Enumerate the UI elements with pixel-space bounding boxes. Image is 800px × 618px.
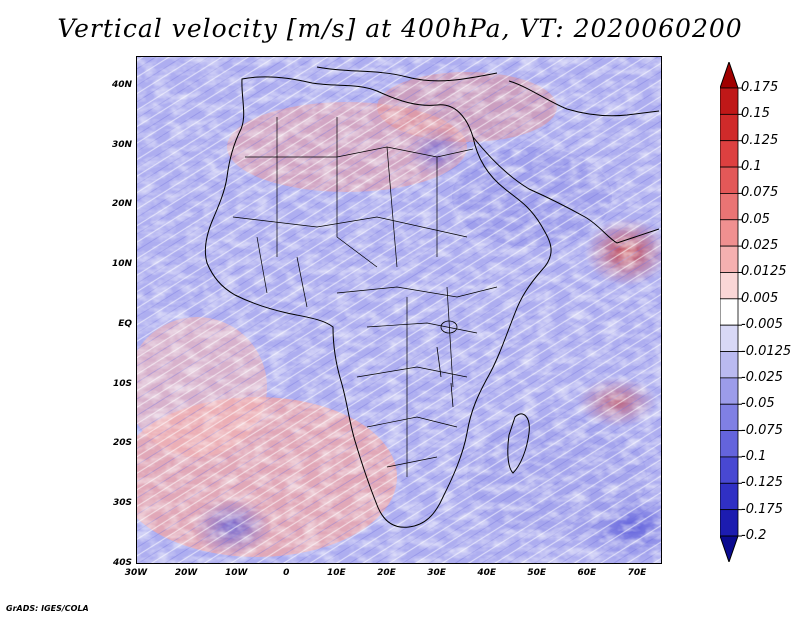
lat-label: 30S bbox=[112, 498, 132, 509]
colorbar-segment bbox=[720, 272, 739, 300]
colorbar-label: 0.005 bbox=[741, 290, 779, 306]
colorbar-label: 0.05 bbox=[741, 211, 770, 227]
lat-label: 40N bbox=[111, 79, 132, 90]
lat-label: 20S bbox=[112, 438, 132, 449]
colorbar-label: 0.075 bbox=[741, 185, 779, 201]
lat-label: 40S bbox=[112, 558, 132, 568]
lat-label: 10S bbox=[112, 378, 132, 389]
colorbar-label: 0.025 bbox=[741, 238, 779, 254]
lat-label: 20N bbox=[111, 199, 132, 210]
lat-label: EQ bbox=[118, 318, 132, 329]
lon-label: 70E bbox=[627, 568, 647, 578]
colorbar-label: -0.005 bbox=[741, 317, 783, 333]
lon-label: 50E bbox=[527, 568, 547, 578]
lake-malawi bbox=[450, 382, 454, 408]
lat-label: 10N bbox=[111, 259, 132, 270]
asia-coastline bbox=[508, 80, 660, 117]
lon-label: 20W bbox=[174, 568, 198, 578]
coastlines bbox=[204, 66, 660, 528]
colorbar bbox=[720, 62, 742, 562]
lon-label: 10E bbox=[327, 568, 346, 578]
lon-label: 10W bbox=[224, 568, 248, 578]
lon-label: 0 bbox=[283, 568, 290, 578]
colorbar-label: -0.0125 bbox=[741, 343, 792, 359]
country-borders bbox=[232, 117, 498, 477]
lon-label: 40E bbox=[477, 568, 496, 578]
colorbar-label: 0.175 bbox=[741, 80, 779, 95]
lon-label: 20E bbox=[377, 568, 396, 578]
colorbar-segment bbox=[720, 166, 739, 194]
colorbar-label: -0.05 bbox=[741, 396, 775, 412]
colorbar-segment bbox=[720, 193, 739, 221]
colorbar-bottom-arrow bbox=[720, 535, 739, 562]
lake-victoria bbox=[440, 320, 458, 334]
africa-coastline bbox=[204, 76, 552, 528]
arabia-coastline bbox=[472, 136, 660, 244]
colorbar-label: 0.0125 bbox=[741, 264, 787, 280]
lake-tanganyika bbox=[436, 346, 442, 378]
colorbar-segment bbox=[720, 298, 739, 326]
lakes bbox=[436, 320, 458, 408]
colorbar-segment bbox=[720, 430, 739, 458]
colorbar-segment bbox=[720, 377, 739, 405]
colorbar-segment bbox=[720, 140, 739, 168]
noise-texture bbox=[137, 57, 661, 563]
map-canvas bbox=[137, 57, 661, 563]
colorbar-segment bbox=[720, 351, 739, 379]
colorbar-segment bbox=[720, 456, 739, 484]
lat-label: 30N bbox=[111, 139, 132, 150]
map-plot bbox=[136, 56, 662, 564]
colorbar-label: 0.15 bbox=[741, 106, 770, 122]
madagascar-coastline bbox=[507, 413, 530, 474]
colorbar-segment bbox=[720, 219, 739, 247]
colorbar-label: 0.125 bbox=[741, 132, 779, 148]
colorbar-segment bbox=[720, 113, 739, 142]
colorbar-segment bbox=[720, 482, 739, 511]
europe-coastline bbox=[316, 66, 498, 82]
colorbar-label: -0.025 bbox=[741, 369, 783, 385]
colorbar-label: -0.2 bbox=[741, 528, 767, 543]
colorbar-label: -0.175 bbox=[741, 501, 783, 517]
credit-text: GrADS: IGES/COLA bbox=[6, 604, 89, 613]
colorbar-segment bbox=[720, 509, 739, 537]
colorbar-top-arrow bbox=[720, 62, 739, 89]
colorbar-segment bbox=[720, 403, 739, 431]
map-title: Vertical velocity [m/s] at 400hPa, VT: 2… bbox=[57, 14, 743, 43]
lon-label: 60E bbox=[577, 568, 597, 578]
colorbar-segment bbox=[720, 245, 739, 273]
colorbar-label: -0.1 bbox=[741, 448, 767, 464]
colorbar-label: -0.125 bbox=[741, 475, 783, 491]
lon-label: 30W bbox=[124, 568, 148, 578]
lon-label: 30E bbox=[427, 568, 446, 578]
colorbar-segment bbox=[720, 87, 739, 115]
colorbar-label: 0.1 bbox=[741, 159, 762, 175]
colorbar-label: -0.075 bbox=[741, 422, 783, 438]
colorbar-segment bbox=[720, 324, 739, 352]
